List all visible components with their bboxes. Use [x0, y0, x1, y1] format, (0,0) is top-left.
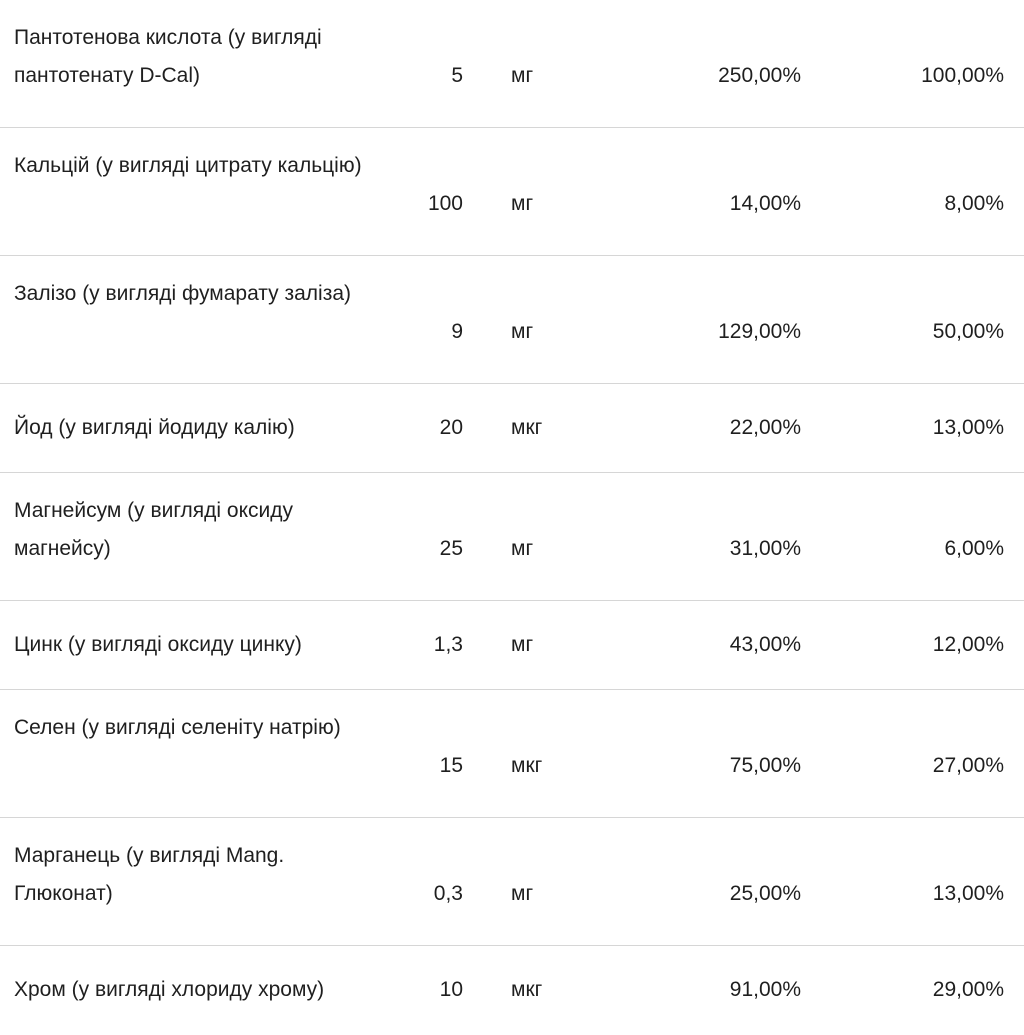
reference-percent: 27,00%	[932, 754, 1004, 777]
nutrient-unit: мг	[511, 192, 534, 215]
nutrient-name: Кальцій (у вигляді цитрату кальцію)	[14, 154, 362, 177]
daily-value-percent: 250,00%	[718, 64, 801, 87]
table-row: Селен (у вигляді селеніту натрію) 15 мкг…	[0, 690, 1024, 818]
reference-percent: 13,00%	[932, 882, 1004, 905]
table-row: Кальцій (у вигляді цитрату кальцію) 100 …	[0, 128, 1024, 256]
nutrient-unit: мг	[511, 64, 534, 87]
table-row: Пантотенова кислота (у вигляді пантотена…	[0, 0, 1024, 128]
nutrient-amount: 5	[451, 64, 463, 87]
nutrient-name: Йод (у вигляді йодиду калію)	[14, 416, 295, 439]
reference-percent: 12,00%	[932, 633, 1004, 656]
table-row: Цинк (у вигляді оксиду цинку) 1,3 мг 43,…	[0, 601, 1024, 690]
nutrient-name: Цинк (у вигляді оксиду цинку)	[14, 633, 302, 656]
nutrient-unit: мг	[511, 882, 534, 905]
nutrient-name: Селен (у вигляді селеніту натрію)	[14, 716, 341, 739]
daily-value-percent: 25,00%	[729, 882, 801, 905]
nutrient-name: Магнейсум (у вигляді оксиду магнейсу)	[14, 499, 293, 560]
nutrient-name: Пантотенова кислота (у вигляді пантотена…	[14, 26, 322, 87]
nutrient-unit: мг	[511, 633, 534, 656]
nutrient-amount: 20	[439, 416, 463, 439]
nutrient-unit: мкг	[511, 978, 543, 1001]
daily-value-percent: 31,00%	[729, 537, 801, 560]
table-row: Залізо (у вигляді фумарату заліза) 9 мг …	[0, 256, 1024, 384]
table-row: Хром (у вигляді хлориду хрому) 10 мкг 91…	[0, 946, 1024, 1035]
daily-value-percent: 43,00%	[729, 633, 801, 656]
reference-percent: 13,00%	[932, 416, 1004, 439]
nutrient-amount: 9	[451, 320, 463, 343]
reference-percent: 8,00%	[944, 192, 1004, 215]
nutrient-unit: мкг	[511, 754, 543, 777]
table-row: Марганець (у вигляді Mang. Глюконат) 0,3…	[0, 818, 1024, 946]
reference-percent: 50,00%	[932, 320, 1004, 343]
daily-value-percent: 22,00%	[729, 416, 801, 439]
nutrient-amount: 10	[439, 978, 463, 1001]
nutrient-amount: 100	[427, 192, 463, 215]
daily-value-percent: 14,00%	[729, 192, 801, 215]
table-row: Йод (у вигляді йодиду калію) 20 мкг 22,0…	[0, 384, 1024, 473]
reference-percent: 29,00%	[932, 978, 1004, 1001]
nutrient-name: Марганець (у вигляді Mang. Глюконат)	[14, 844, 285, 905]
nutrient-name: Залізо (у вигляді фумарату заліза)	[14, 282, 352, 305]
nutrient-name: Хром (у вигляді хлориду хрому)	[14, 978, 325, 1001]
daily-value-percent: 75,00%	[729, 754, 801, 777]
nutrient-unit: мг	[511, 537, 534, 560]
daily-value-percent: 91,00%	[729, 978, 801, 1001]
nutrient-amount: 1,3	[433, 633, 463, 656]
nutrient-amount: 25	[439, 537, 463, 560]
reference-percent: 100,00%	[921, 64, 1004, 87]
nutrient-amount: 0,3	[433, 882, 463, 905]
nutrient-amount: 15	[439, 754, 463, 777]
table-row: Магнейсум (у вигляді оксиду магнейсу) 25…	[0, 473, 1024, 601]
daily-value-percent: 129,00%	[718, 320, 801, 343]
nutrient-unit: мг	[511, 320, 534, 343]
nutrient-unit: мкг	[511, 416, 543, 439]
reference-percent: 6,00%	[944, 537, 1004, 560]
